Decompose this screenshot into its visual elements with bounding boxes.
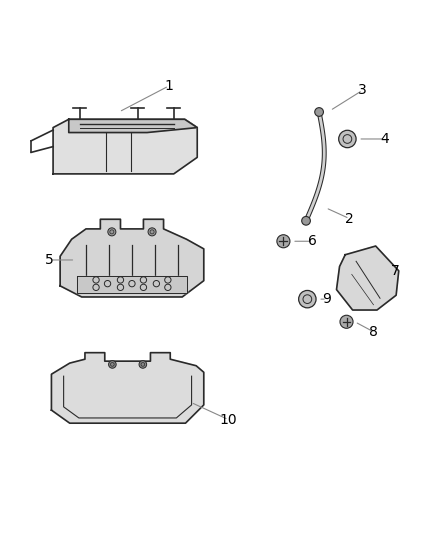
Circle shape xyxy=(302,216,311,225)
Circle shape xyxy=(299,290,316,308)
Circle shape xyxy=(108,228,116,236)
Circle shape xyxy=(315,108,323,116)
Polygon shape xyxy=(60,219,204,297)
Circle shape xyxy=(148,228,156,236)
Text: 3: 3 xyxy=(358,83,367,97)
Text: 1: 1 xyxy=(165,79,173,93)
Circle shape xyxy=(339,130,356,148)
Circle shape xyxy=(277,235,290,248)
Circle shape xyxy=(109,361,116,368)
Text: 6: 6 xyxy=(308,235,317,248)
Polygon shape xyxy=(336,246,399,310)
Text: 4: 4 xyxy=(380,132,389,146)
Text: 7: 7 xyxy=(391,264,399,278)
Text: 8: 8 xyxy=(369,325,378,339)
Text: 9: 9 xyxy=(322,292,332,306)
Circle shape xyxy=(340,315,353,328)
Text: 2: 2 xyxy=(345,212,354,225)
Polygon shape xyxy=(69,119,197,133)
Text: 10: 10 xyxy=(220,413,237,427)
Circle shape xyxy=(139,361,147,368)
Polygon shape xyxy=(53,119,197,174)
Polygon shape xyxy=(78,276,187,293)
Polygon shape xyxy=(51,353,204,423)
Text: 5: 5 xyxy=(45,253,53,267)
